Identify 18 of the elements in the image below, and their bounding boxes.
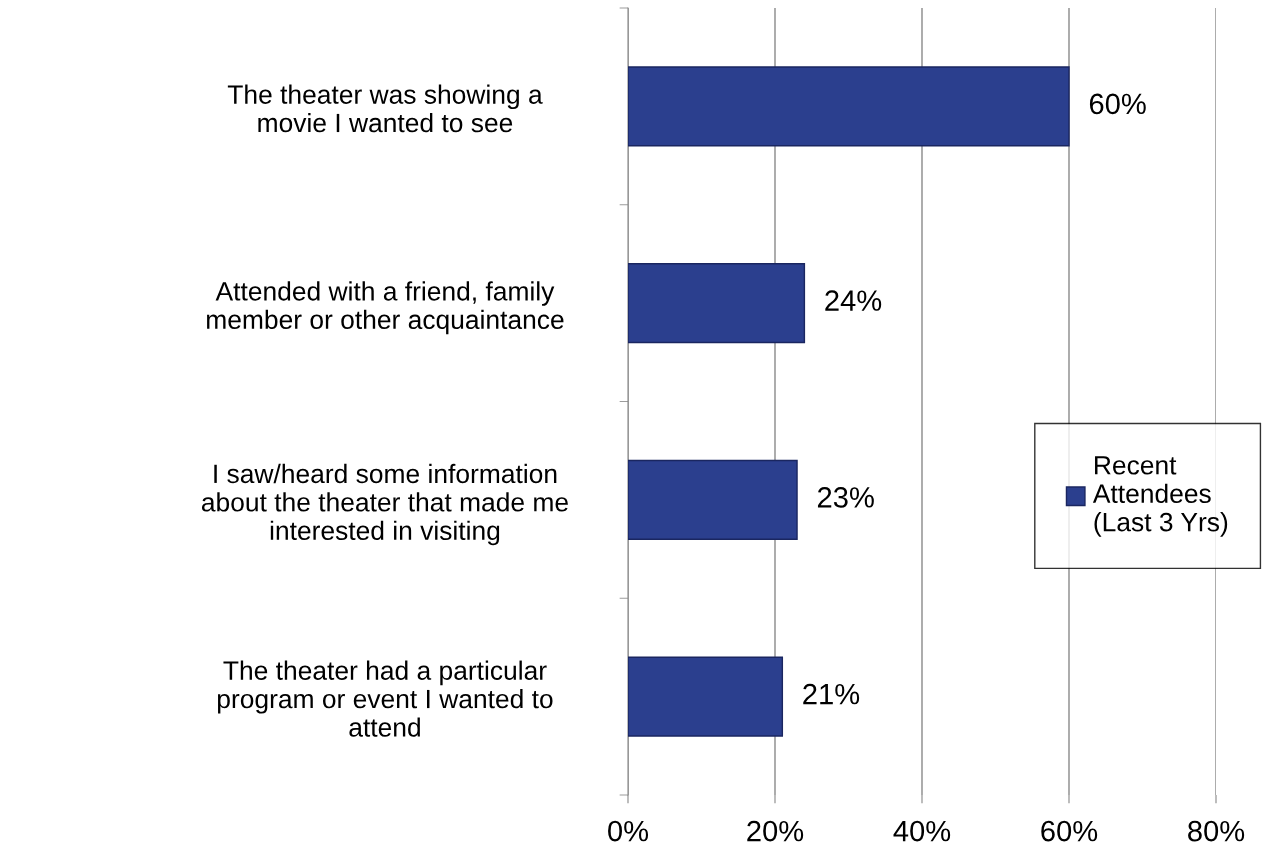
data-label: 60% [1089,93,1146,115]
legend-label: Recent Attendees (Last 3 Yrs) [1092,456,1228,537]
x-tick-label: 40% [893,820,951,842]
x-tick-label: 20% [747,820,804,842]
y-tick-label: The theater was showing a movie I wanted to see [227,84,543,133]
x-tick-label: 0% [608,820,649,842]
bar [628,66,1070,147]
y-tick-label: The theater had a particular program or event I wanted to attend [217,660,553,737]
y-tick-label: Attended with a friend, family member or other acquaintance [207,281,564,335]
x-tick-label: 80% [1188,820,1245,842]
x-tick-label: 60% [1041,820,1098,842]
data-label: 23% [817,487,874,508]
bar [628,459,798,540]
data-label: 21% [803,683,860,705]
y-tick-label: I saw/heard some information about the theater that made me interested in visiting [201,463,568,546]
bar [628,656,784,737]
data-label: 24% [825,290,882,311]
bar [628,263,806,344]
